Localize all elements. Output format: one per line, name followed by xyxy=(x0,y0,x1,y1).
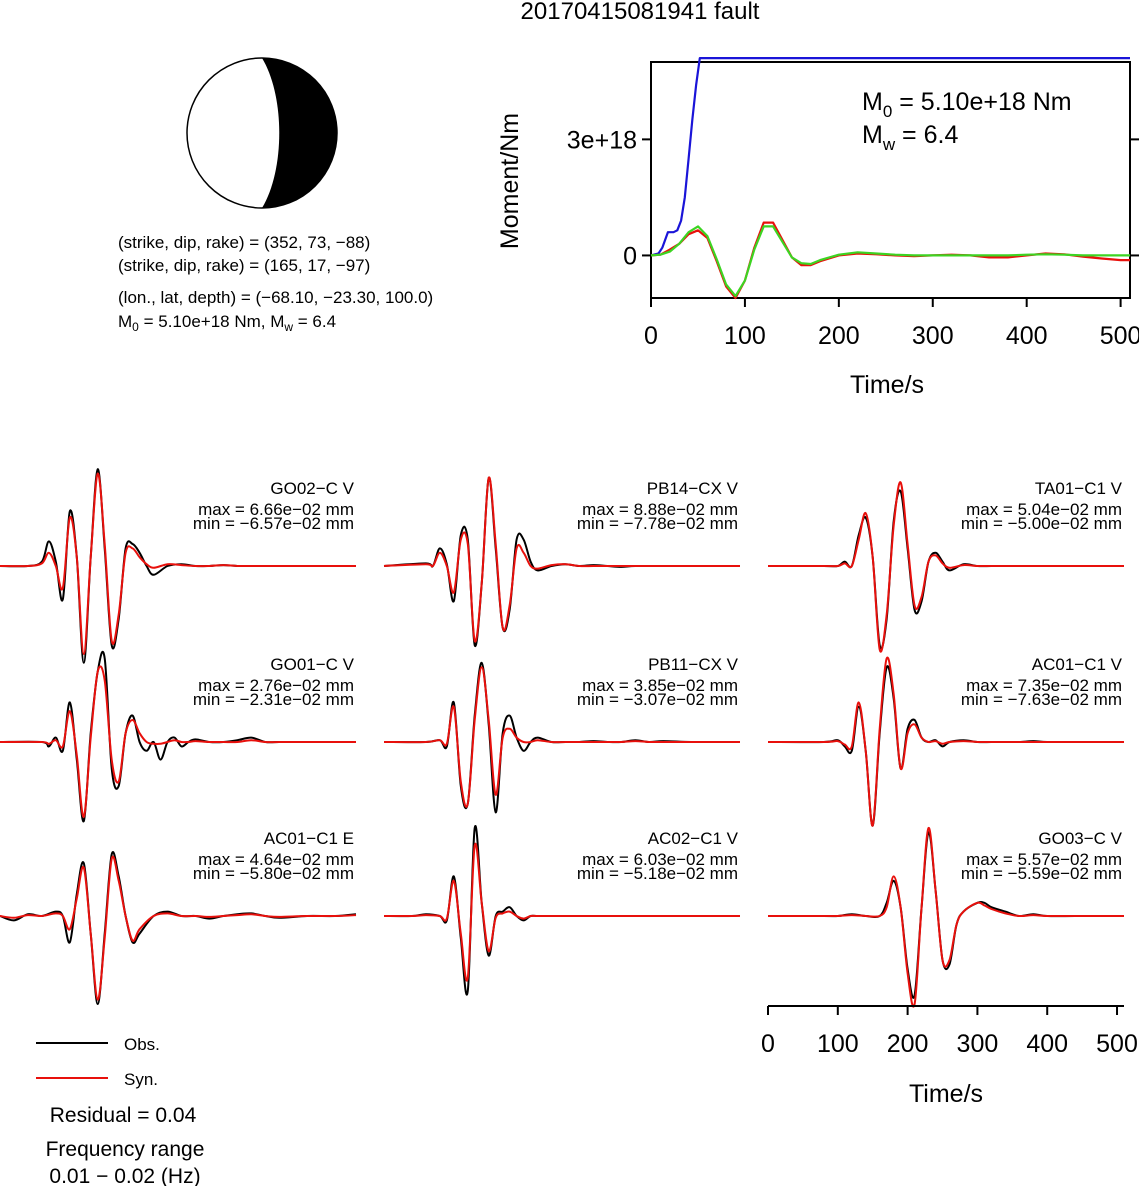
moment-xtick-label: 500 xyxy=(1100,322,1139,350)
station-label: PB14−CX V xyxy=(647,479,739,498)
station-label: AC01−C1 E xyxy=(264,829,354,848)
max-label: max = 4.64e−02 mm xyxy=(198,850,354,869)
min-label: min = −6.57e−02 mm xyxy=(193,514,354,533)
waveform-xtick-label: 200 xyxy=(887,1030,929,1058)
min-label: min = −5.80e−02 mm xyxy=(193,864,354,883)
max-label: max = 5.57e−02 mm xyxy=(966,850,1122,869)
moment-series-blue xyxy=(650,57,1130,257)
min-label: min = −5.00e−02 mm xyxy=(961,514,1122,533)
syn-trace xyxy=(767,826,1124,1008)
moment-ylabel: Moment/Nm xyxy=(496,113,524,249)
waveform-xtick-label: 400 xyxy=(1026,1030,1068,1058)
syn-trace xyxy=(767,481,1124,653)
station-label: AC02−C1 V xyxy=(648,829,739,848)
waveform-xtick-label: 100 xyxy=(817,1030,859,1058)
mechanism-info: (strike, dip, rake) = (352, 73, −88) (st… xyxy=(118,233,433,334)
mechanism-line-4: M0 = 5.10e+18 Nm, Mw = 6.4 xyxy=(118,312,336,334)
station-label: GO02−C V xyxy=(270,479,354,498)
waveform-xtick-label: 0 xyxy=(761,1030,775,1058)
max-label: max = 7.35e−02 mm xyxy=(966,676,1122,695)
max-label: max = 6.66e−02 mm xyxy=(198,500,354,519)
syn-trace xyxy=(0,472,356,656)
waveform-xlabel: Time/s xyxy=(909,1080,983,1108)
mechanism-line-1: (strike, dip, rake) = (352, 73, −88) xyxy=(118,233,370,252)
syn-trace xyxy=(767,656,1124,827)
syn-trace xyxy=(383,666,740,808)
frequency-range: 0.01 − 0.02 (Hz) xyxy=(49,1165,200,1186)
min-label: min = −5.18e−02 mm xyxy=(577,864,738,883)
syn-trace xyxy=(383,476,740,643)
beachball xyxy=(186,57,338,209)
station-label: TA01−C1 V xyxy=(1035,479,1123,498)
station-label: GO03−C V xyxy=(1038,829,1122,848)
waveform-xtick-label: 500 xyxy=(1096,1030,1138,1058)
syn-trace xyxy=(0,855,357,1001)
station-label: GO01−C V xyxy=(270,655,354,674)
syn-trace xyxy=(0,665,356,818)
min-label: min = −7.78e−02 mm xyxy=(577,514,738,533)
min-label: min = −2.31e−02 mm xyxy=(193,690,354,709)
legend: Obs. Syn. xyxy=(36,1035,160,1089)
moment-ytick-label: 0 xyxy=(623,242,637,270)
waveform-time-axis: 0 100 200 300 400 500 xyxy=(761,1005,1138,1058)
mechanism-line-3: (lon., lat, depth) = (−68.10, −23.30, 10… xyxy=(118,288,433,307)
waveform-xtick-label: 300 xyxy=(957,1030,999,1058)
max-label: max = 6.03e−02 mm xyxy=(582,850,738,869)
moment-xtick-label: 300 xyxy=(912,322,954,350)
syn-trace xyxy=(383,842,740,982)
max-label: max = 8.88e−02 mm xyxy=(582,500,738,519)
mechanism-line-2: (strike, dip, rake) = (165, 17, −97) xyxy=(118,256,370,275)
moment-series-red xyxy=(650,221,1130,300)
moment-series-green xyxy=(650,225,1130,298)
moment-xtick-label: 200 xyxy=(818,322,860,350)
moment-xtick-label: 400 xyxy=(1006,322,1048,350)
min-label: min = −7.63e−02 mm xyxy=(961,690,1122,709)
frequency-label: Frequency range xyxy=(46,1138,205,1161)
legend-obs-label: Obs. xyxy=(124,1035,160,1054)
max-label: max = 5.04e−02 mm xyxy=(966,500,1122,519)
residual-label: Residual = 0.04 xyxy=(50,1104,197,1127)
station-label: AC01−C1 V xyxy=(1032,655,1123,674)
moment-axes: 0 100 200 300 400 500 0 3e+18 xyxy=(567,126,1139,350)
moment-xtick-label: 0 xyxy=(644,322,658,350)
figure-title: 20170415081941 fault xyxy=(521,0,760,25)
legend-syn-label: Syn. xyxy=(124,1070,158,1089)
moment-chart-frame xyxy=(650,61,1131,299)
moment-series xyxy=(650,57,1130,300)
max-label: max = 2.76e−02 mm xyxy=(198,676,354,695)
moment-ytick-label: 3e+18 xyxy=(567,126,637,154)
max-label: max = 3.85e−02 mm xyxy=(582,676,738,695)
min-label: min = −3.07e−02 mm xyxy=(577,690,738,709)
station-label: PB11−CX V xyxy=(648,655,739,674)
moment-xlabel: Time/s xyxy=(850,371,924,399)
moment-xtick-label: 100 xyxy=(724,322,766,350)
min-label: min = −5.59e−02 mm xyxy=(961,864,1122,883)
moment-annotation-mw: Mw = 6.4 xyxy=(862,121,958,154)
moment-annotation-m0: M0 = 5.10e+18 Nm xyxy=(862,88,1072,121)
